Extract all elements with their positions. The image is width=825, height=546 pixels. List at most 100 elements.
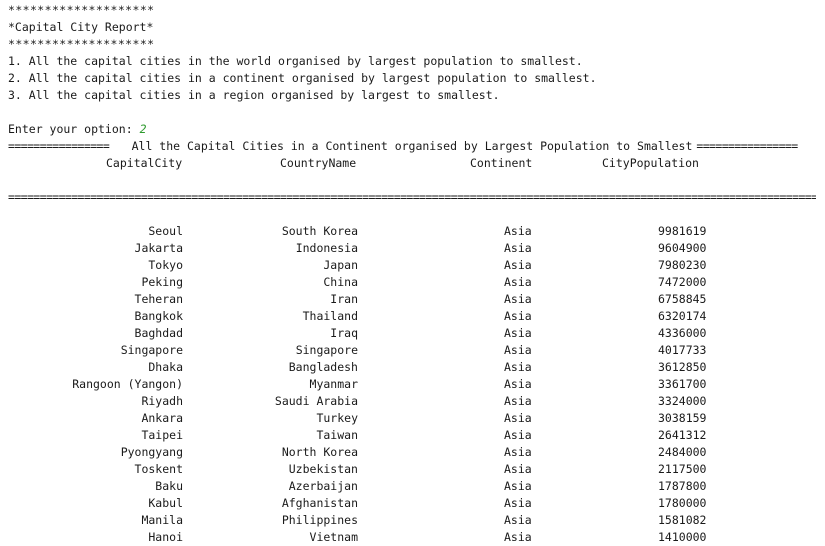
- cell-city-population: 7980230: [658, 258, 707, 272]
- cell-continent: Asia: [504, 411, 532, 425]
- cell-city-population: 2641312: [658, 428, 707, 442]
- cell-country-name: Taiwan: [316, 428, 358, 442]
- cell-capital-city: Dhaka: [148, 360, 183, 374]
- table-heading-rule: ================ All the Capital Cities …: [8, 138, 816, 155]
- cell-continent: Asia: [504, 360, 532, 374]
- cell-continent: Asia: [504, 292, 532, 306]
- cell-capital-city: Hanoi: [148, 530, 183, 544]
- table-heading: All the Capital Cities in a Continent or…: [131, 139, 693, 153]
- cell-country-name: Vietnam: [309, 530, 358, 544]
- table-row: Manila Philippines Asia 1581082: [8, 512, 816, 529]
- cell-city-population: 3038159: [658, 411, 707, 425]
- table-row: Rangoon (Yangon) Myanmar Asia 3361700: [8, 376, 816, 393]
- table-row: Riyadh Saudi Arabia Asia 3324000: [8, 393, 816, 410]
- menu-option-3: 3. All the capital cities in a region or…: [8, 88, 500, 102]
- cell-continent: Asia: [504, 275, 532, 289]
- table-row: Hanoi Vietnam Asia 1410000: [8, 529, 816, 546]
- cell-city-population: 3612850: [658, 360, 707, 374]
- console-output: ******************** *Capital City Repor…: [8, 2, 816, 546]
- cell-country-name: Bangladesh: [288, 360, 358, 374]
- heading-rule-right: ================: [696, 139, 798, 153]
- cell-capital-city: Kabul: [148, 496, 183, 510]
- stars-bottom: ********************: [8, 37, 155, 51]
- cell-capital-city: Seoul: [148, 224, 183, 238]
- cell-capital-city: Baghdad: [134, 326, 183, 340]
- cell-capital-city: Manila: [141, 513, 183, 527]
- table-row: Bangkok Thailand Asia 6320174: [8, 308, 816, 325]
- table-row: Seoul South Korea Asia 9981619: [8, 223, 816, 240]
- cell-continent: Asia: [504, 479, 532, 493]
- table-row: Jakarta Indonesia Asia 9604900: [8, 240, 816, 257]
- cell-country-name: Afghanistan: [281, 496, 358, 510]
- cell-city-population: 2117500: [658, 462, 707, 476]
- cell-capital-city: Taipei: [141, 428, 183, 442]
- cell-capital-city: Jakarta: [134, 241, 183, 255]
- table-row: Kabul Afghanistan Asia 1780000: [8, 495, 816, 512]
- cell-capital-city: Peking: [141, 275, 183, 289]
- cell-continent: Asia: [504, 428, 532, 442]
- table-row: Toskent Uzbekistan Asia 2117500: [8, 461, 816, 478]
- cell-capital-city: Baku: [155, 479, 183, 493]
- cell-city-population: 6320174: [658, 309, 707, 323]
- cell-city-population: 9604900: [658, 241, 707, 255]
- cell-capital-city: Teheran: [134, 292, 183, 306]
- cell-country-name: Myanmar: [309, 377, 358, 391]
- cell-continent: Asia: [504, 224, 532, 238]
- cell-city-population: 4017733: [658, 343, 707, 357]
- cell-country-name: Philippines: [281, 513, 358, 527]
- cell-continent: Asia: [504, 394, 532, 408]
- table-row: Baku Azerbaijan Asia 1787800: [8, 478, 816, 495]
- column-header-city-population: CityPopulation: [602, 156, 699, 170]
- cell-country-name: Thailand: [302, 309, 358, 323]
- cell-country-name: Uzbekistan: [288, 462, 358, 476]
- option-prompt-line[interactable]: Enter your option: 2: [8, 121, 816, 138]
- cell-capital-city: Rangoon (Yangon): [72, 377, 183, 391]
- cell-city-population: 2484000: [658, 445, 707, 459]
- cell-city-population: 6758845: [658, 292, 707, 306]
- cell-city-population: 1787800: [658, 479, 707, 493]
- cell-capital-city: Toskent: [134, 462, 183, 476]
- cell-continent: Asia: [504, 530, 532, 544]
- column-header-continent: Continent: [470, 156, 533, 170]
- table-row: Teheran Iran Asia 6758845: [8, 291, 816, 308]
- blank-line: [8, 206, 816, 223]
- cell-continent: Asia: [504, 513, 532, 527]
- cell-capital-city: Pyongyang: [120, 445, 183, 459]
- report-title: *Capital City Report*: [8, 20, 154, 34]
- cell-continent: Asia: [504, 258, 532, 272]
- heading-rule-left: ================: [8, 139, 110, 153]
- cell-country-name: Japan: [323, 258, 358, 272]
- table-row: Taipei Taiwan Asia 2641312: [8, 427, 816, 444]
- option-prompt: Enter your option:: [8, 122, 140, 136]
- cell-continent: Asia: [504, 445, 532, 459]
- cell-continent: Asia: [504, 343, 532, 357]
- column-header-capital-city: CapitalCity: [106, 156, 183, 170]
- blank-line: [8, 104, 816, 121]
- table-row: Baghdad Iraq Asia 4336000: [8, 325, 816, 342]
- cell-capital-city: Tokyo: [148, 258, 183, 272]
- menu-option-1: 1. All the capital cities in the world o…: [8, 54, 583, 68]
- cell-city-population: 1780000: [658, 496, 707, 510]
- cell-country-name: South Korea: [281, 224, 358, 238]
- cell-continent: Asia: [504, 496, 532, 510]
- cell-country-name: Iraq: [330, 326, 358, 340]
- cell-city-population: 9981619: [658, 224, 707, 238]
- cell-country-name: North Korea: [281, 445, 358, 459]
- cell-country-name: Saudi Arabia: [274, 394, 358, 408]
- cell-city-population: 4336000: [658, 326, 707, 340]
- cell-city-population: 1410000: [658, 530, 707, 544]
- cell-city-population: 7472000: [658, 275, 707, 289]
- cell-country-name: Turkey: [316, 411, 358, 425]
- cell-continent: Asia: [504, 462, 532, 476]
- cell-city-population: 3361700: [658, 377, 707, 391]
- table-row: Singapore Singapore Asia 4017733: [8, 342, 816, 359]
- cell-city-population: 3324000: [658, 394, 707, 408]
- cell-country-name: Azerbaijan: [288, 479, 358, 493]
- cell-capital-city: Riyadh: [141, 394, 183, 408]
- column-header-country-name: CountryName: [280, 156, 357, 170]
- cell-capital-city: Bangkok: [134, 309, 183, 323]
- menu-option-2: 2. All the capital cities in a continent…: [8, 71, 597, 85]
- option-input[interactable]: 2: [139, 122, 147, 136]
- table-header-row: CapitalCity CountryName Continent CityPo…: [8, 155, 816, 172]
- cell-country-name: Indonesia: [295, 241, 358, 255]
